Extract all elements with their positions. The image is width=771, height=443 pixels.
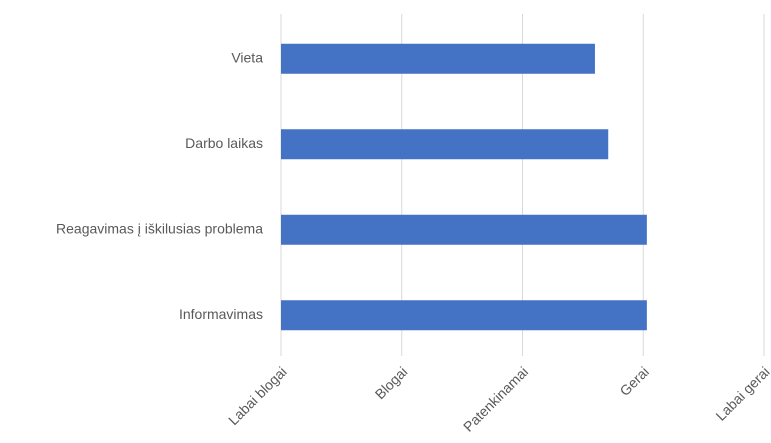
y-tick-label: Darbo laikas — [185, 135, 263, 151]
bar — [281, 300, 647, 331]
bar — [281, 43, 595, 74]
y-tick-label: Reagavimas į iškilusias problema — [56, 220, 263, 236]
x-tick-label: Gerai — [616, 363, 652, 399]
x-tick-label: Labai gerai — [712, 363, 771, 423]
x-tick-label: Labai blogai — [225, 363, 290, 428]
x-tick-label: Blogai — [372, 363, 411, 402]
bar — [281, 214, 647, 245]
bar — [281, 129, 609, 160]
y-tick-label: Vieta — [231, 49, 263, 65]
y-tick-label: Informavimas — [179, 306, 263, 322]
x-tick-label: Patenkinamai — [460, 363, 531, 434]
